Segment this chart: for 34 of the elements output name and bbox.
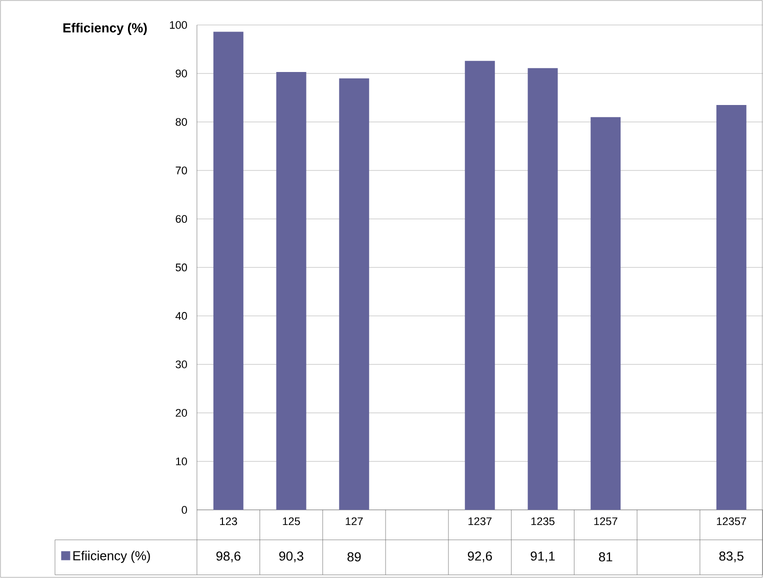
bar [464,60,495,510]
bar [339,78,370,510]
legend-label: Efiiciency (%) [73,550,150,563]
bar [213,32,244,510]
data-label: 89 [347,552,361,562]
bar [590,117,621,510]
data-label: 90,3 [279,552,304,562]
y-tick-label: 90 [176,70,187,78]
y-axis-title: Efficiency (%) [63,23,147,36]
data-label: 98,6 [216,552,240,562]
y-tick-label: 60 [176,215,187,223]
x-tick-label: 1235 [531,517,554,526]
y-tick-label: 20 [176,409,187,417]
x-tick-label: 123 [220,517,238,526]
x-tick-label: 1237 [468,517,492,526]
bar [528,68,558,510]
x-tick-label: 125 [282,517,300,526]
y-tick-label: 100 [170,21,187,29]
x-tick-label: 12357 [716,517,746,526]
y-tick-label: 80 [176,118,187,126]
data-label: 83,5 [719,552,744,562]
y-tick-label: 40 [175,312,187,320]
x-tick-label: 1257 [594,517,618,526]
y-tick-label: 10 [176,458,187,466]
bar [276,72,306,510]
y-tick-label: 0 [182,506,187,514]
bar [716,105,746,510]
y-tick-label: 70 [176,166,187,174]
x-tick-label: 127 [346,517,363,526]
data-label: 92,6 [468,552,492,562]
data-label: 91,1 [530,552,555,562]
y-tick-label: 30 [176,360,187,368]
y-tick-label: 50 [176,264,187,272]
data-label: 81 [598,552,612,562]
